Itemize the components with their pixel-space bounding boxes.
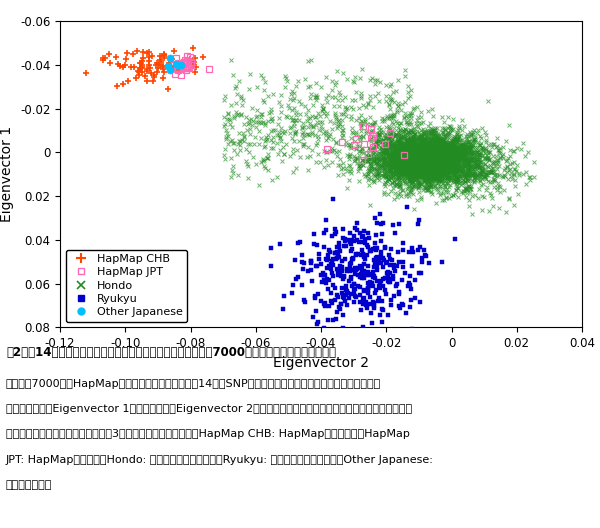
X-axis label: Eigenvector 2: Eigenvector 2 xyxy=(273,356,369,370)
Text: し、第一成分（Eigenvector 1）と第二成分（Eigenvector 2）により二次元に個人をプロットした結果、中国人、: し、第一成分（Eigenvector 1）と第二成分（Eigenvector 2… xyxy=(6,404,412,414)
Legend: HapMap CHB, HapMap JPT, Hondo, Ryukyu, Other Japanese: HapMap CHB, HapMap JPT, Hondo, Ryukyu, O… xyxy=(65,250,187,322)
Text: 日本人約7000人とHapMapの中国人より、一人当たら14万のSNP遵伝子型情報を得た。主成分分析により解析: 日本人約7000人とHapMapの中国人より、一人当たら14万のSNP遵伝子型情… xyxy=(6,379,381,389)
Text: 図2：約14万のマーカーを用い、主成分分析を用いた日本人約7000人と中国人のクラスタリング: 図2：約14万のマーカーを用い、主成分分析を用いた日本人約7000人と中国人のク… xyxy=(6,346,336,359)
Y-axis label: Eigenvector 1: Eigenvector 1 xyxy=(1,126,14,222)
Text: 本土日本人、沖縄日本人に特徴的な3つのクラスターに別れた。HapMap CHB: HapMapの漢中国人、HapMap: 本土日本人、沖縄日本人に特徴的な3つのクラスターに別れた。HapMap CHB:… xyxy=(6,429,410,439)
Text: JPT: HapMapの日本人、Hondo: 本土日本人クラスター、Ryukyu: 琴球日本人クラスター、Other Japanese:: JPT: HapMapの日本人、Hondo: 本土日本人クラスター、Ryukyu… xyxy=(6,455,434,465)
Text: その他の日本人: その他の日本人 xyxy=(6,480,52,490)
